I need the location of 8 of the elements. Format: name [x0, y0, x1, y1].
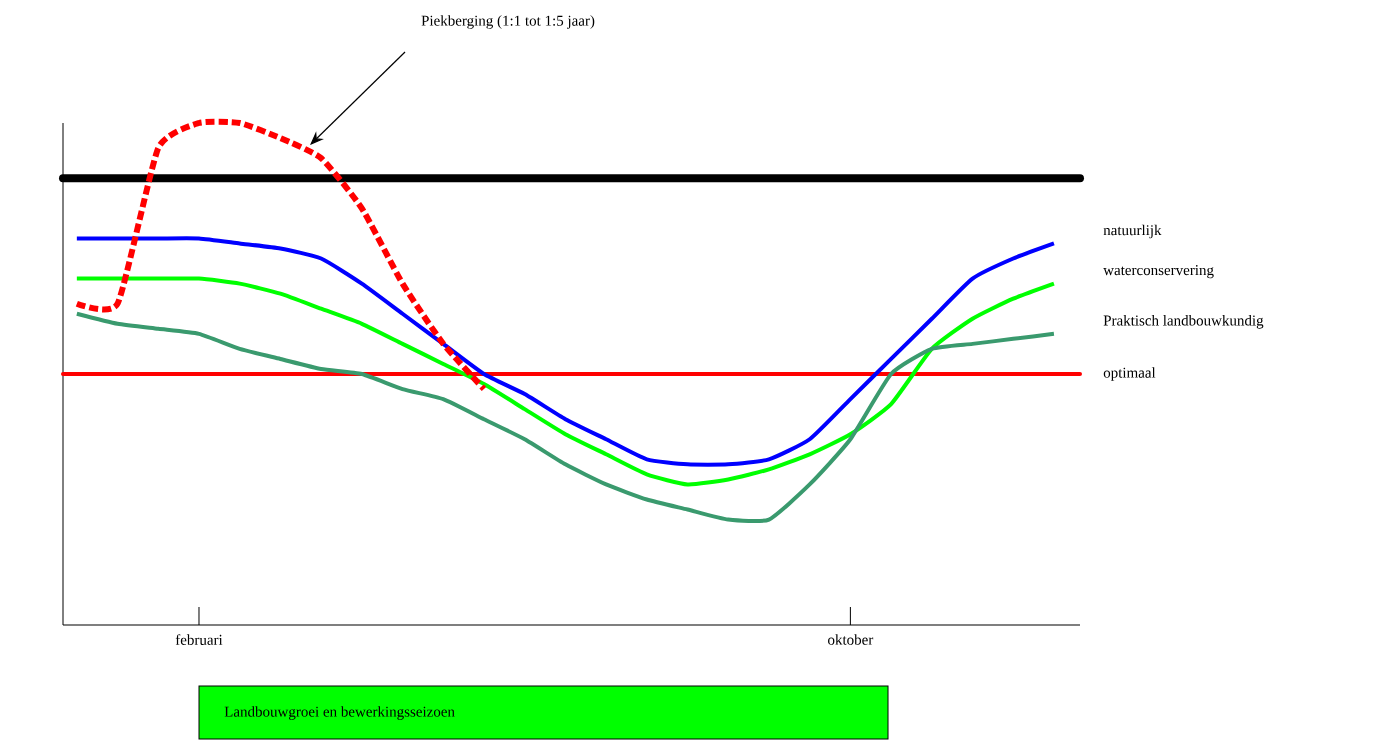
text: waterconservering	[1103, 265, 1214, 279]
x-tick-label: oktober	[828, 634, 874, 645]
text: Piekberging (1:1 tot 1:5 jaar)	[421, 15, 595, 29]
x-tick-label: februari	[175, 634, 223, 645]
text: natuurlijk	[1103, 224, 1162, 239]
text: Landbouwgroei en bewerkingsseizoen	[224, 706, 455, 720]
text: Praktisch landbouwkundig	[1103, 315, 1264, 329]
ref-line-label: optimaal	[1103, 367, 1156, 381]
